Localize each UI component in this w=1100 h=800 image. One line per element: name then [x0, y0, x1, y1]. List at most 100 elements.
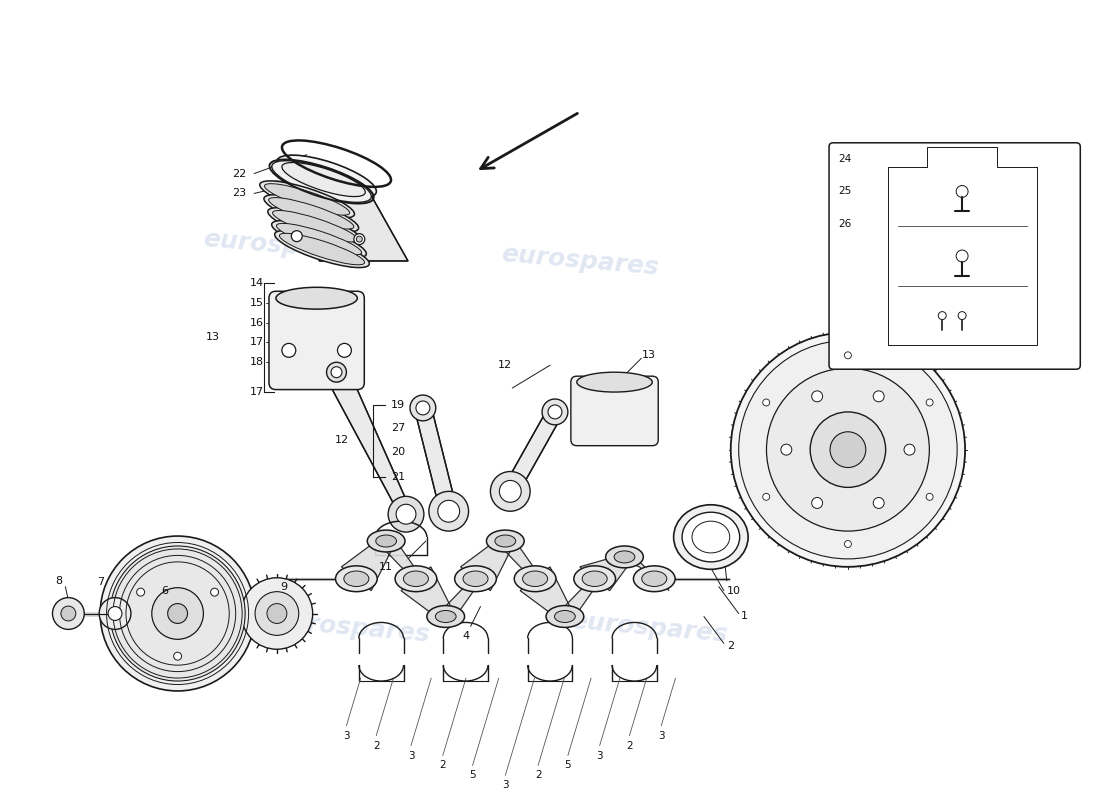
- Circle shape: [730, 333, 965, 567]
- Polygon shape: [504, 408, 562, 495]
- Text: 4: 4: [462, 631, 470, 642]
- Text: 16: 16: [250, 318, 264, 327]
- Circle shape: [762, 399, 770, 406]
- Circle shape: [136, 588, 144, 596]
- Ellipse shape: [614, 551, 635, 563]
- Text: 6: 6: [162, 586, 168, 596]
- Text: 3: 3: [596, 750, 603, 761]
- Ellipse shape: [276, 223, 362, 255]
- Circle shape: [491, 471, 530, 511]
- Ellipse shape: [634, 566, 675, 592]
- Text: 27: 27: [392, 423, 406, 433]
- FancyBboxPatch shape: [571, 376, 658, 446]
- Circle shape: [830, 432, 866, 467]
- Circle shape: [845, 352, 851, 358]
- Circle shape: [110, 546, 245, 681]
- Ellipse shape: [606, 546, 643, 568]
- Text: 2: 2: [626, 741, 632, 750]
- Ellipse shape: [486, 530, 525, 552]
- Circle shape: [904, 444, 915, 455]
- Text: 3: 3: [502, 780, 508, 790]
- Ellipse shape: [264, 194, 359, 232]
- Text: 23: 23: [232, 189, 246, 198]
- Circle shape: [331, 366, 342, 378]
- FancyBboxPatch shape: [829, 142, 1080, 370]
- Circle shape: [100, 536, 255, 691]
- Ellipse shape: [554, 610, 575, 622]
- Polygon shape: [326, 367, 411, 517]
- Text: 5: 5: [470, 770, 476, 780]
- Text: 17: 17: [250, 387, 264, 397]
- Ellipse shape: [367, 530, 405, 552]
- Circle shape: [767, 368, 930, 531]
- Text: 14: 14: [250, 278, 264, 288]
- Ellipse shape: [268, 198, 354, 229]
- Circle shape: [410, 395, 436, 421]
- Ellipse shape: [272, 161, 372, 202]
- Ellipse shape: [454, 566, 496, 592]
- Circle shape: [292, 230, 302, 242]
- Ellipse shape: [427, 606, 464, 627]
- Circle shape: [739, 341, 957, 559]
- Circle shape: [210, 588, 219, 596]
- Text: 3: 3: [343, 730, 350, 741]
- Circle shape: [845, 541, 851, 547]
- Text: 15: 15: [250, 298, 264, 308]
- Polygon shape: [341, 541, 431, 590]
- Ellipse shape: [272, 221, 366, 258]
- Polygon shape: [520, 567, 609, 617]
- Circle shape: [60, 606, 76, 621]
- Circle shape: [327, 362, 346, 382]
- Circle shape: [338, 343, 351, 358]
- Circle shape: [416, 401, 430, 415]
- Circle shape: [356, 236, 362, 242]
- Ellipse shape: [576, 372, 652, 392]
- Ellipse shape: [282, 162, 365, 197]
- Ellipse shape: [673, 505, 748, 570]
- Text: 18: 18: [250, 358, 264, 367]
- Circle shape: [926, 494, 933, 500]
- Ellipse shape: [264, 184, 350, 215]
- Text: 21: 21: [392, 473, 405, 482]
- Text: 11: 11: [379, 562, 393, 572]
- Ellipse shape: [404, 571, 429, 586]
- Text: 20: 20: [392, 446, 405, 457]
- Circle shape: [174, 652, 182, 660]
- Text: 3: 3: [658, 730, 664, 741]
- Text: eurospares: eurospares: [570, 610, 729, 647]
- Ellipse shape: [395, 566, 437, 592]
- Circle shape: [267, 603, 287, 623]
- Ellipse shape: [344, 571, 369, 586]
- Text: 12: 12: [498, 360, 513, 370]
- Text: 25: 25: [838, 186, 851, 197]
- Text: 5: 5: [564, 761, 571, 770]
- Polygon shape: [275, 182, 341, 261]
- Circle shape: [99, 598, 131, 630]
- Circle shape: [438, 500, 460, 522]
- Circle shape: [282, 343, 296, 358]
- Circle shape: [167, 603, 187, 623]
- Circle shape: [108, 606, 122, 621]
- Polygon shape: [461, 541, 550, 590]
- Polygon shape: [415, 406, 456, 514]
- Ellipse shape: [376, 535, 396, 547]
- Ellipse shape: [682, 512, 739, 562]
- Ellipse shape: [277, 155, 376, 198]
- Text: 9: 9: [279, 582, 287, 592]
- Circle shape: [812, 498, 823, 509]
- Circle shape: [388, 496, 424, 532]
- Ellipse shape: [275, 230, 370, 267]
- Ellipse shape: [495, 535, 516, 547]
- Ellipse shape: [582, 571, 607, 586]
- Circle shape: [762, 494, 770, 500]
- Circle shape: [396, 504, 416, 524]
- Ellipse shape: [336, 566, 377, 592]
- Text: eurospares: eurospares: [500, 242, 660, 280]
- Ellipse shape: [279, 234, 364, 265]
- Circle shape: [429, 491, 469, 531]
- Circle shape: [53, 598, 85, 630]
- Circle shape: [354, 234, 365, 245]
- Text: 24: 24: [838, 154, 851, 164]
- Text: 22: 22: [232, 169, 246, 178]
- Text: 13: 13: [207, 333, 220, 342]
